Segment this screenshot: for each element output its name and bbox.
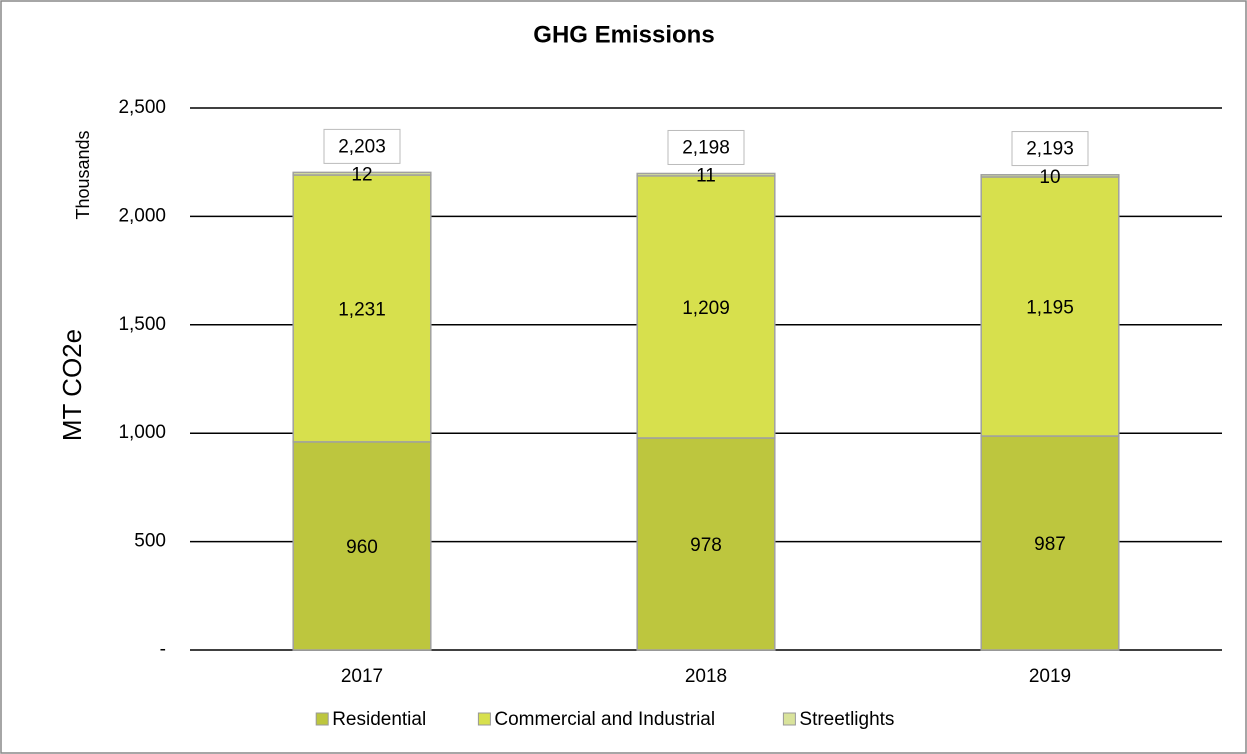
- legend-swatch: [315, 712, 329, 726]
- bar-segment: [980, 435, 1120, 651]
- data-label: 10: [1039, 167, 1060, 188]
- y-unit-label: Thousands: [73, 130, 93, 219]
- bar-segment: [980, 174, 1120, 178]
- y-tick-label: 1,500: [118, 314, 166, 335]
- total-label: 2,203: [338, 136, 386, 157]
- data-label: 11: [696, 166, 716, 187]
- bar-segment: [292, 171, 432, 176]
- data-label: 978: [690, 535, 722, 556]
- bar-segment: [636, 175, 776, 439]
- y-tick-label: 2,500: [118, 97, 166, 118]
- x-tick-label: 2017: [341, 666, 383, 687]
- total-label: 2,193: [1026, 139, 1074, 160]
- data-label: 960: [346, 537, 378, 558]
- data-label: 1,209: [682, 298, 730, 319]
- total-label: 2,198: [682, 137, 730, 158]
- bar-segment: [636, 172, 776, 177]
- y-tick-label: 1,000: [118, 422, 166, 443]
- bar-segment: [980, 176, 1120, 437]
- legend-swatch: [782, 712, 796, 726]
- legend-label: Streetlights: [799, 709, 894, 730]
- legend-label: Residential: [332, 709, 426, 730]
- y-tick-label: -: [160, 639, 166, 660]
- chart-title: GHG Emissions: [533, 21, 714, 48]
- y-tick-label: 500: [134, 531, 166, 552]
- y-axis-label: MT CO2e: [57, 329, 87, 441]
- total-label-box: [1011, 131, 1089, 167]
- y-tick-label: 2,000: [118, 205, 166, 226]
- legend-swatch: [477, 712, 491, 726]
- x-tick-label: 2019: [1029, 666, 1071, 687]
- data-label: 987: [1034, 534, 1066, 555]
- x-tick-label: 2018: [685, 666, 727, 687]
- data-label: 1,231: [338, 299, 386, 320]
- total-label-box: [667, 129, 745, 165]
- total-label-box: [323, 128, 401, 164]
- legend-label: Commercial and Industrial: [494, 709, 715, 730]
- bar-segment: [292, 174, 432, 443]
- data-label: 12: [351, 165, 372, 186]
- data-label: 1,195: [1026, 297, 1074, 318]
- bar-segment: [292, 441, 432, 651]
